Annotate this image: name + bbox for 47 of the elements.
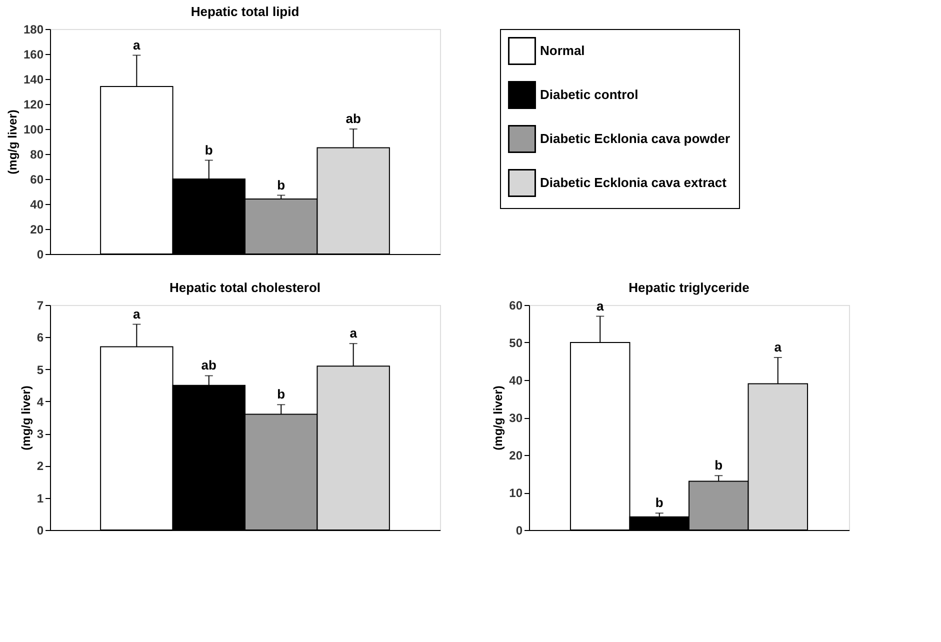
legend-label: Diabetic Ecklonia cava powder bbox=[540, 131, 730, 146]
chart-title: Hepatic total lipid bbox=[190, 4, 300, 19]
y-tick-label: 6 bbox=[36, 330, 44, 345]
annotation: a bbox=[350, 326, 358, 341]
chart-title: Hepatic triglyceride bbox=[628, 280, 750, 295]
annotation: a bbox=[133, 37, 142, 52]
y-tick-label: 4 bbox=[36, 394, 44, 409]
y-tick-label: 7 bbox=[36, 298, 44, 312]
annotation: a bbox=[774, 340, 782, 354]
y-tick-label: 20 bbox=[30, 222, 44, 236]
chart-title: Hepatic total cholesterol bbox=[170, 280, 320, 295]
annotation: b bbox=[277, 386, 286, 402]
annotation: b bbox=[655, 495, 664, 510]
y-tick-label: 180 bbox=[23, 22, 44, 36]
annotation: b bbox=[204, 142, 213, 158]
y-axis-title: (mg/g liver) bbox=[18, 386, 33, 450]
annotation: ab bbox=[346, 111, 361, 126]
legend-label: Normal bbox=[540, 43, 585, 58]
y-tick-label: 40 bbox=[509, 374, 523, 388]
annotation: a bbox=[596, 298, 604, 314]
y-tick-label: 40 bbox=[30, 198, 44, 212]
annotation: b bbox=[714, 458, 723, 473]
annotation: ab bbox=[201, 358, 217, 373]
y-tick-label: 140 bbox=[23, 72, 44, 86]
y-axis-title: (mg/g liver) bbox=[5, 110, 20, 174]
y-tick-label: 1 bbox=[36, 491, 44, 506]
y-axis-title: (mg/g liver) bbox=[491, 386, 506, 450]
y-tick-label: 60 bbox=[509, 298, 523, 312]
y-tick-label: 50 bbox=[509, 336, 523, 350]
y-tick-label: 160 bbox=[23, 48, 44, 62]
y-tick-label: 0 bbox=[36, 524, 44, 538]
y-tick-label: 120 bbox=[23, 98, 44, 112]
annotation: b bbox=[277, 177, 286, 192]
y-tick-label: 20 bbox=[509, 448, 523, 462]
y-tick-label: 30 bbox=[509, 411, 523, 425]
y-tick-label: 100 bbox=[23, 122, 44, 136]
legend-label: Diabetic Ecklonia cava extract bbox=[540, 175, 728, 190]
y-tick-label: 2 bbox=[36, 459, 44, 474]
y-tick-label: 3 bbox=[36, 427, 44, 442]
annotation: a bbox=[133, 306, 142, 322]
legend-label: Diabetic control bbox=[540, 87, 638, 102]
y-tick-label: 60 bbox=[30, 172, 44, 186]
y-tick-label: 5 bbox=[36, 362, 44, 377]
y-tick-label: 80 bbox=[30, 148, 44, 162]
y-tick-label: 10 bbox=[509, 486, 523, 500]
y-tick-label: 0 bbox=[516, 524, 523, 538]
y-tick-label: 0 bbox=[36, 248, 44, 262]
